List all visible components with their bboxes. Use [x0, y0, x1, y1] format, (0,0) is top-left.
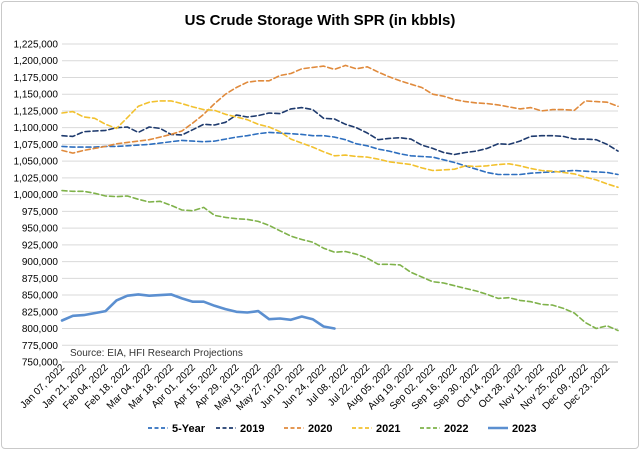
y-tick-label: 1,175,000 [14, 73, 59, 84]
legend-label: 2022 [444, 423, 468, 435]
y-tick-label: 850,000 [22, 291, 59, 302]
source-note: Source: EIA, HFI Research Projections [70, 348, 243, 359]
y-tick-label: 925,000 [22, 240, 59, 251]
y-tick-label: 1,225,000 [14, 40, 59, 51]
legend-label: 2021 [376, 423, 400, 435]
y-tick-label: 775,000 [22, 341, 59, 352]
y-tick-label: 900,000 [22, 257, 59, 268]
y-tick-label: 1,100,000 [14, 123, 59, 134]
series-line-5-year [61, 131, 619, 176]
legend-label: 5-Year [172, 423, 206, 435]
legend-label: 2023 [512, 423, 536, 435]
y-tick-label: 1,050,000 [14, 157, 59, 168]
y-tick-label: 800,000 [22, 324, 59, 335]
y-tick-label: 1,150,000 [14, 90, 59, 101]
gridlines [62, 43, 618, 363]
legend-label: 2020 [308, 423, 332, 435]
series-line-2019 [61, 106, 619, 156]
series-line-2023 [60, 293, 336, 330]
y-tick-label: 1,075,000 [14, 140, 59, 151]
y-tick-label: 1,025,000 [14, 173, 59, 184]
y-tick-label: 875,000 [22, 274, 59, 285]
series-lines [60, 64, 619, 332]
y-tick-label: 1,200,000 [14, 56, 59, 67]
y-tick-label: 950,000 [22, 224, 59, 235]
series-line-2020 [61, 64, 619, 154]
y-axis-labels: 750,000 775,000 800,000 825,000 850,000 875,0… [14, 40, 59, 369]
legend-label: 2019 [240, 423, 264, 435]
y-tick-label: 1,125,000 [14, 106, 59, 117]
y-tick-label: 825,000 [22, 307, 59, 318]
y-tick-label: 975,000 [22, 207, 59, 218]
chart-title: US Crude Storage With SPR (in kbbls) [184, 12, 456, 29]
y-tick-label: 1,000,000 [14, 190, 59, 201]
series-line-2022 [61, 189, 619, 332]
series-line-2021 [61, 100, 619, 189]
y-tick-label: 750,000 [22, 358, 59, 369]
legend: 5-Year 2019 2020 2021 2022 2023 [148, 423, 536, 435]
